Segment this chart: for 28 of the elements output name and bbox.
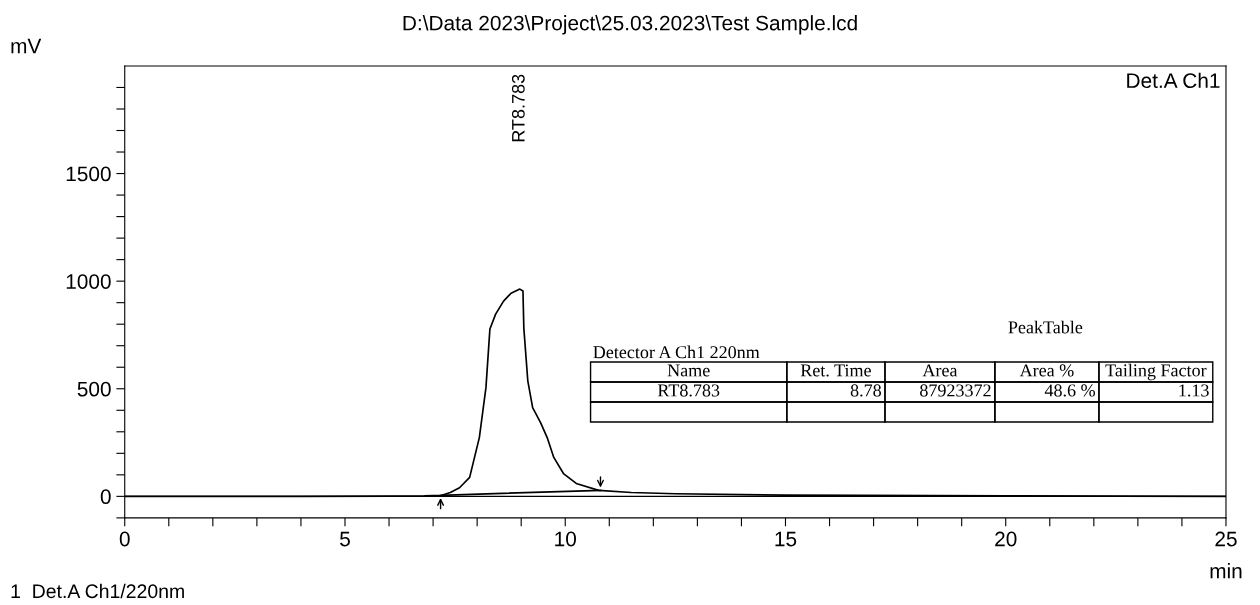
annotation: Detector A Ch1 220nm [593,345,760,359]
y-tick-label: 500 [77,381,111,397]
y-tick-label: 1500 [66,166,111,182]
y-tick-label: 0 [100,489,111,505]
annotation: 87923372 [920,384,991,397]
x-tick-label: 0 [119,531,130,547]
annotation: RT8.783 [657,384,720,397]
annotation: Tailing Factor [1105,363,1207,381]
x-tick-label: 25 [1215,531,1237,547]
annotation: Det.A Ch1 [1127,72,1220,89]
annotation: PeakTable [1008,320,1083,334]
chart-title: D:\Data 2023\Project\25.03.2023\Test Sample.lcd [403,15,857,35]
annotation: 1.13 [1179,384,1209,397]
y-tick-label: 1000 [66,274,111,289]
x-tick-label: 20 [995,531,1017,547]
x-tick-label: 10 [555,531,577,547]
x-tick-label: 15 [775,531,797,547]
y-axis-title: mV [11,38,42,54]
annotation: Area [922,364,958,377]
annotation: Area % [1019,364,1074,377]
annotation: 48.6 % [1044,384,1096,397]
annotation: Name [667,364,710,377]
x-tick-label: 5 [340,531,350,547]
text: 1 Det.A Ch1/220nm [11,583,184,599]
annotation: RT8.783 [511,74,525,142]
annotation: 8.78 [850,384,881,397]
x-axis-title: min [1210,563,1242,579]
annotation: Ret. Time [800,364,871,377]
